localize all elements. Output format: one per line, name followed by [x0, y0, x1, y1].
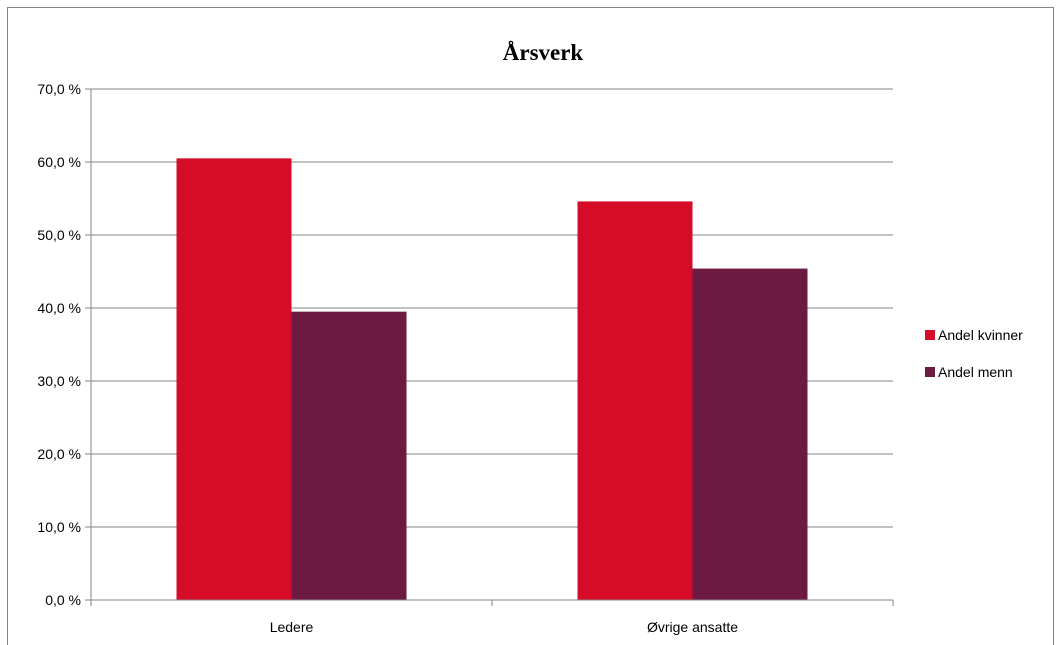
legend-swatch — [925, 367, 935, 377]
legend-swatch — [925, 330, 935, 340]
y-tick-label: 60,0 % — [37, 154, 81, 170]
legend-label: Andel kvinner — [938, 327, 1023, 343]
legend: Andel kvinner Andel menn — [925, 327, 1023, 380]
bar — [577, 201, 693, 601]
x-tick-label: Ledere — [270, 619, 314, 635]
y-tick-label: 50,0 % — [37, 227, 81, 243]
bar — [692, 268, 808, 600]
bar — [176, 158, 292, 600]
y-axis: 0,0 % 10,0 % 20,0 % 30,0 % 40,0 % 50,0 % 60,0 … — [37, 81, 92, 608]
legend-label: Andel menn — [938, 364, 1013, 380]
y-tick-label: 70,0 % — [37, 81, 81, 97]
x-tick-label: Øvrige ansatte — [647, 619, 738, 635]
y-tick-label: 0,0 % — [45, 592, 81, 608]
bars — [176, 158, 808, 601]
y-tick-label: 10,0 % — [37, 519, 81, 535]
y-tick-label: 40,0 % — [37, 300, 81, 316]
x-axis: Ledere Øvrige ansatte — [90, 599, 894, 635]
chart-title: Årsverk — [503, 40, 584, 65]
bar — [291, 311, 407, 600]
y-tick-label: 30,0 % — [37, 373, 81, 389]
y-tick-label: 20,0 % — [37, 446, 81, 462]
